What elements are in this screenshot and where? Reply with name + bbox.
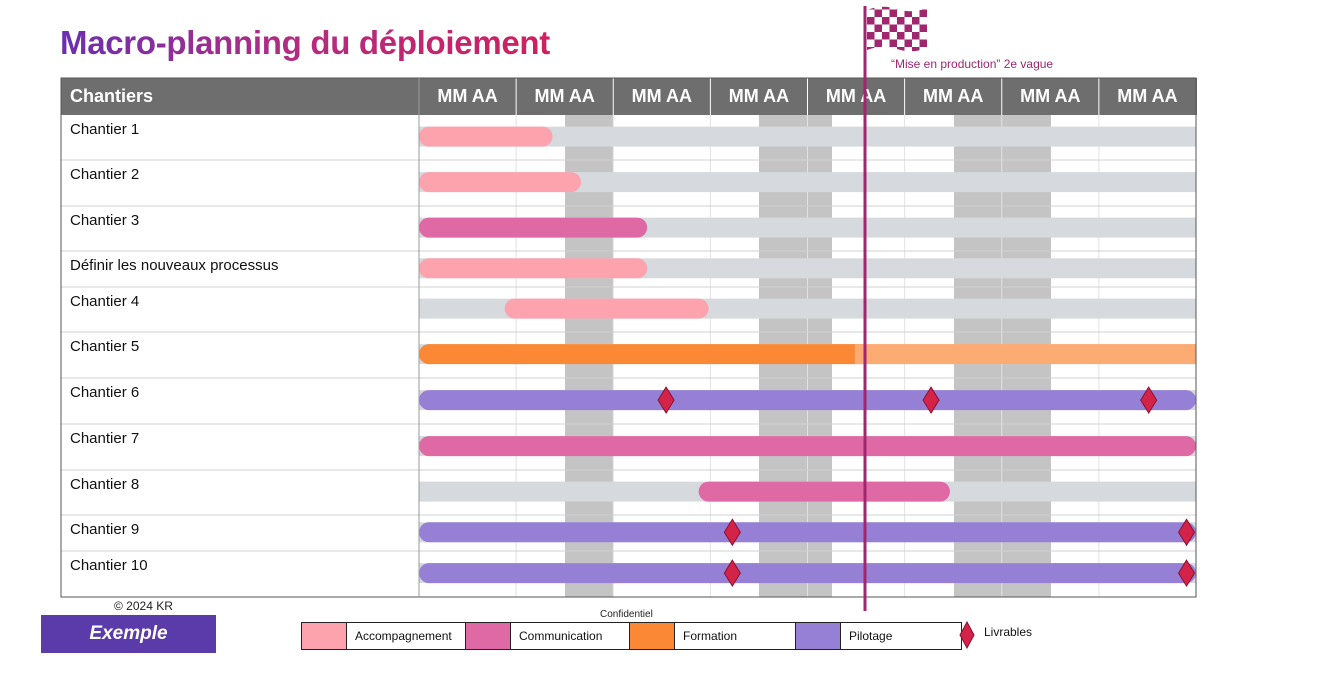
legend-item-accompagnement: Accompagnement xyxy=(301,622,466,650)
header-period: MM AA xyxy=(923,86,983,106)
diamond-icon xyxy=(959,621,975,649)
legend-label-formation: Formation xyxy=(674,623,795,649)
bar-accompagnement xyxy=(419,258,648,279)
row-label: Chantier 4 xyxy=(70,293,139,310)
row-label: Chantier 8 xyxy=(70,476,139,493)
bar-communication xyxy=(698,481,950,502)
legend-swatch-pilotage xyxy=(796,623,840,649)
bar-accompagnement xyxy=(419,172,581,193)
legend-livrables: Livrables xyxy=(958,621,1032,649)
livrable-marker xyxy=(723,518,741,547)
row-label: Chantier 5 xyxy=(70,338,139,355)
row-label: Chantier 9 xyxy=(70,521,139,538)
legend-label-pilotage: Pilotage xyxy=(840,623,961,649)
header-period: MM AA xyxy=(1117,86,1177,106)
header-bar xyxy=(61,78,1197,115)
bar-pilotage xyxy=(419,522,1196,543)
track-cap xyxy=(419,298,439,319)
checkered-flag-icon xyxy=(867,6,927,52)
bar-accompagnement xyxy=(419,126,553,147)
livrable-marker xyxy=(657,386,675,415)
livrable-marker xyxy=(1177,518,1196,547)
legend-swatch-communication xyxy=(466,623,510,649)
header-period: MM AA xyxy=(437,86,497,106)
header-period: MM AA xyxy=(535,86,595,106)
row-label: Chantier 2 xyxy=(70,166,139,183)
bar-pilotage xyxy=(419,390,1196,411)
legend-item-pilotage: Pilotage xyxy=(795,622,962,650)
row-label: Chantier 3 xyxy=(70,212,139,229)
legend-label-accompagnement: Accompagnement xyxy=(346,623,465,649)
row-label: Chantier 1 xyxy=(70,121,139,138)
track-bar xyxy=(419,126,1196,147)
livrable-marker xyxy=(1140,386,1158,415)
legend-label-communication: Communication xyxy=(510,623,629,649)
bar-pilotage xyxy=(419,563,1196,584)
livrable-marker xyxy=(1177,559,1196,588)
header-period: MM AA xyxy=(1020,86,1080,106)
row-label: Définir les nouveaux processus xyxy=(70,257,278,274)
page-title: Macro-planning du déploiement xyxy=(60,24,550,61)
milestone-label: “Mise en production” 2e vague xyxy=(891,57,1054,71)
header-chantiers: Chantiers xyxy=(70,86,153,106)
bar-communication xyxy=(419,436,1196,457)
legend-item-formation: Formation xyxy=(629,622,796,650)
legend: Accompagnement Communication Formation P… xyxy=(301,622,962,650)
bar-communication xyxy=(419,217,648,238)
header-period: MM AA xyxy=(632,86,692,106)
livrable-marker xyxy=(723,559,741,588)
track-bar xyxy=(419,172,1196,193)
row-label: Chantier 7 xyxy=(70,430,139,447)
track-cap xyxy=(419,481,439,502)
legend-item-communication: Communication xyxy=(465,622,630,650)
header-period: MM AA xyxy=(729,86,789,106)
table-border xyxy=(60,77,1197,598)
legend-label-livrables: Livrables xyxy=(984,625,1033,639)
bar-formation xyxy=(419,344,865,365)
bar-formation_light xyxy=(854,344,1196,365)
row-label: Chantier 10 xyxy=(70,557,148,574)
exemple-badge: Exemple xyxy=(41,615,216,653)
livrable-marker xyxy=(922,386,940,415)
copyright: © 2024 KR xyxy=(114,599,173,613)
legend-swatch-formation xyxy=(630,623,674,649)
confidential-label: Confidentiel xyxy=(600,609,653,620)
header-period: MM AA xyxy=(826,86,886,106)
row-label: Chantier 6 xyxy=(70,384,139,401)
bar-accompagnement xyxy=(504,298,709,319)
legend-swatch-accompagnement xyxy=(302,623,346,649)
